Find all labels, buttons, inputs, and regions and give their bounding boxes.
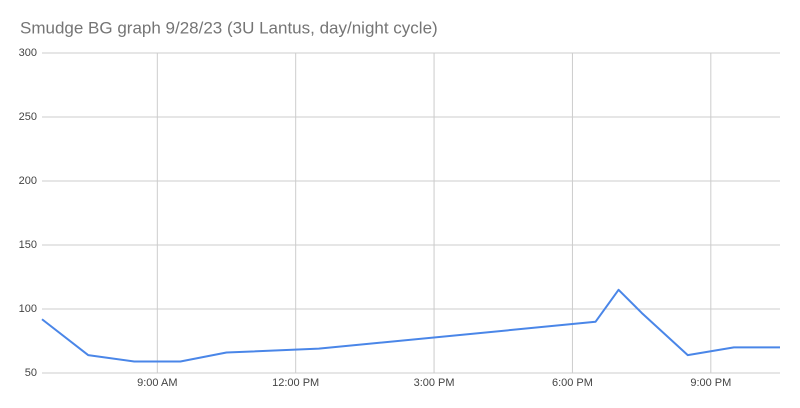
y-tick-label: 250 [19,111,37,123]
y-tick-label: 100 [19,303,37,315]
y-tick-label: 150 [19,239,37,251]
x-tick-label: 9:00 AM [137,377,177,389]
y-tick-label: 300 [19,47,37,59]
y-tick-label: 50 [25,367,37,379]
x-tick-label: 9:00 PM [690,377,731,389]
chart-title: Smudge BG graph 9/28/23 (3U Lantus, day/… [20,18,438,37]
y-tick-label: 200 [19,175,37,187]
x-tick-label: 6:00 PM [552,377,593,389]
data-line [41,288,780,363]
x-tick-label: 12:00 PM [272,377,319,389]
x-tick-label: 3:00 PM [414,377,455,389]
